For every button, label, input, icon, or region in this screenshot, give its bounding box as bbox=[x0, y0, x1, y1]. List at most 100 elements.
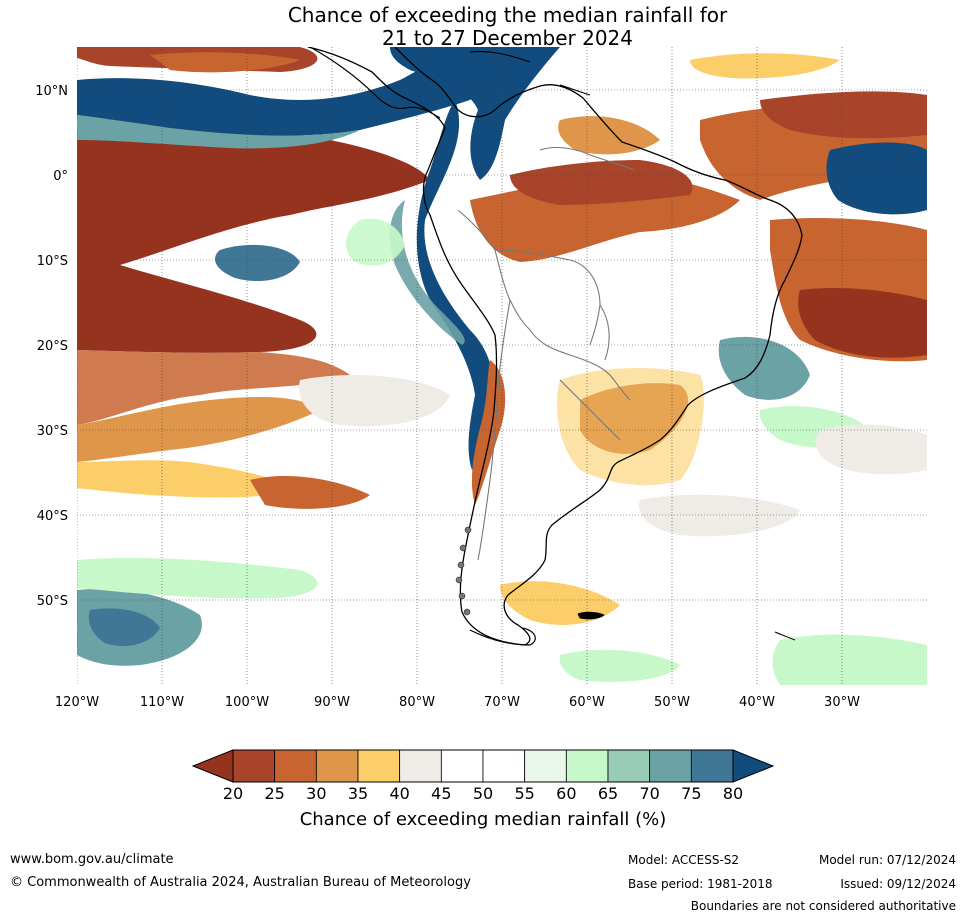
dry-pacific-south bbox=[77, 397, 320, 462]
colorbar-tick-label: 55 bbox=[514, 784, 534, 803]
footer-model-run: Model run: 07/12/2024 bbox=[818, 853, 956, 867]
colorbar-swatch bbox=[690, 749, 734, 783]
lat-label: 20°S bbox=[37, 339, 68, 354]
footer-website[interactable]: www.bom.gov.au/climate bbox=[10, 852, 174, 867]
lat-label: 30°S bbox=[37, 424, 68, 439]
dry-pacific-south2 bbox=[77, 460, 300, 498]
dry-atlantic-core bbox=[760, 91, 927, 139]
dry-top-west bbox=[150, 52, 300, 73]
colorbar-swatch bbox=[649, 749, 692, 783]
colorbar-tick-label: 80 bbox=[723, 784, 743, 803]
colorbar-ticks: 20 25 30 35 40 45 50 55 60 65 70 75 80 bbox=[223, 784, 743, 803]
colorbar-over-arrow bbox=[732, 749, 775, 783]
wet-andes-edge bbox=[389, 200, 465, 345]
tierra-del-fuego bbox=[469, 627, 536, 646]
wet-south-pacific-green bbox=[77, 558, 318, 599]
colorbar-swatch bbox=[440, 749, 484, 783]
lat-label: 50°S bbox=[37, 594, 68, 609]
dry-south-brazil-edge bbox=[556, 368, 704, 486]
colorbar-tick-label: 65 bbox=[598, 784, 618, 803]
neutral-patch-2 bbox=[639, 494, 800, 537]
wet-east-pacific-patch bbox=[215, 244, 300, 282]
dry-atlantic-top bbox=[690, 53, 840, 79]
footer-disclaimer: Boundaries are not considered authoritat… bbox=[690, 899, 956, 913]
lon-label: 40°W bbox=[739, 695, 775, 710]
lat-label: 10°S bbox=[37, 254, 68, 269]
wet-drake-green bbox=[559, 649, 680, 682]
caribbean-coastline bbox=[469, 51, 591, 96]
wet-south-atlantic-green bbox=[772, 634, 927, 685]
colorbar-outline bbox=[232, 749, 734, 783]
colorbar-swatch bbox=[565, 749, 609, 783]
title-line-2: 21 to 27 December 2024 bbox=[381, 26, 633, 50]
colorbar-tick-label: 30 bbox=[306, 784, 326, 803]
footer-copyright: © Commonwealth of Australia 2024, Austra… bbox=[10, 875, 471, 890]
colorbar-swatch bbox=[274, 749, 317, 783]
falklands bbox=[577, 611, 605, 620]
graticule bbox=[77, 47, 927, 685]
chilean-archipelago bbox=[455, 526, 472, 616]
colorbar-tick-label: 60 bbox=[556, 784, 576, 803]
lat-label: 40°S bbox=[37, 509, 68, 524]
south-georgia bbox=[774, 631, 796, 641]
dry-atlantic-south-core bbox=[798, 288, 927, 358]
colorbar-swatch bbox=[482, 749, 526, 783]
map-field bbox=[77, 47, 927, 685]
lon-label: 110°W bbox=[140, 695, 184, 710]
footer-model: Model: ACCESS-S2 bbox=[628, 853, 740, 867]
colorbar-tick-label: 25 bbox=[264, 784, 284, 803]
lat-label: 10°N bbox=[35, 84, 68, 99]
lon-label: 100°W bbox=[225, 695, 269, 710]
wet-itcz-edge bbox=[77, 115, 360, 149]
rainfall-map: 10°N 0° 10°S 20°S 30°S 40°S 50°S 120°W 1… bbox=[35, 47, 927, 710]
colorbar-tick-label: 75 bbox=[681, 784, 701, 803]
longitude-labels: 120°W 110°W 100°W 90°W 80°W 70°W 60°W 50… bbox=[55, 695, 860, 710]
central-america-coastline bbox=[309, 47, 441, 119]
latitude-labels: 10°N 0° 10°S 20°S 30°S 40°S 50°S bbox=[35, 84, 68, 609]
wet-se-brazil bbox=[718, 336, 810, 400]
colorbar-swatch bbox=[315, 749, 359, 783]
colorbar-swatch bbox=[399, 749, 442, 783]
wet-andes-green bbox=[345, 218, 405, 266]
colorbar-swatch bbox=[607, 749, 651, 783]
lon-label: 70°W bbox=[484, 695, 520, 710]
dry-pacific-band bbox=[77, 118, 430, 353]
chart-title: Chance of exceeding the median rainfall … bbox=[0, 4, 965, 50]
colorbar-tick-label: 45 bbox=[431, 784, 451, 803]
dry-patch-east-pacific bbox=[250, 475, 370, 509]
colorbar-tick-label: 20 bbox=[223, 784, 243, 803]
wet-itcz-band bbox=[77, 50, 485, 136]
colorbar-label: Chance of exceeding median rainfall (%) bbox=[300, 809, 667, 830]
colorbar-swatches bbox=[232, 749, 734, 783]
wet-atlantic-north bbox=[826, 142, 927, 215]
colorbar-swatch bbox=[524, 749, 567, 783]
wet-caribbean bbox=[390, 47, 560, 180]
colorbar-under-arrow bbox=[191, 749, 234, 783]
colorbar-swatch bbox=[232, 749, 276, 783]
lon-label: 50°W bbox=[654, 695, 690, 710]
neutral-patch-1 bbox=[299, 375, 450, 427]
dry-amazon-east bbox=[558, 116, 660, 155]
wet-andes-strip bbox=[416, 100, 494, 470]
lat-label: 0° bbox=[53, 169, 68, 184]
country-borders bbox=[457, 146, 636, 561]
colorbar-tick-label: 50 bbox=[473, 784, 493, 803]
title-line-1: Chance of exceeding the median rainfall … bbox=[287, 3, 728, 27]
wet-south-pacific-dark bbox=[88, 608, 160, 647]
footer-base-period: Base period: 1981-2018 bbox=[628, 877, 773, 891]
dry-chile-strip bbox=[471, 360, 506, 505]
colorbar-swatch bbox=[357, 749, 401, 783]
dry-amazon-core bbox=[510, 160, 693, 205]
neutral-patch-3 bbox=[815, 424, 927, 475]
footer-issued: Issued: 09/12/2024 bbox=[840, 877, 956, 891]
colorbar-tick-label: 40 bbox=[389, 784, 409, 803]
dry-pacific-edge bbox=[77, 350, 350, 425]
lon-label: 30°W bbox=[824, 695, 860, 710]
lon-label: 60°W bbox=[569, 695, 605, 710]
colorbar-tick-label: 35 bbox=[348, 784, 368, 803]
south-america-coastline bbox=[307, 47, 803, 646]
colorbar-tick-label: 70 bbox=[639, 784, 659, 803]
lon-label: 90°W bbox=[314, 695, 350, 710]
lon-label: 120°W bbox=[55, 695, 99, 710]
lon-label: 80°W bbox=[399, 695, 435, 710]
